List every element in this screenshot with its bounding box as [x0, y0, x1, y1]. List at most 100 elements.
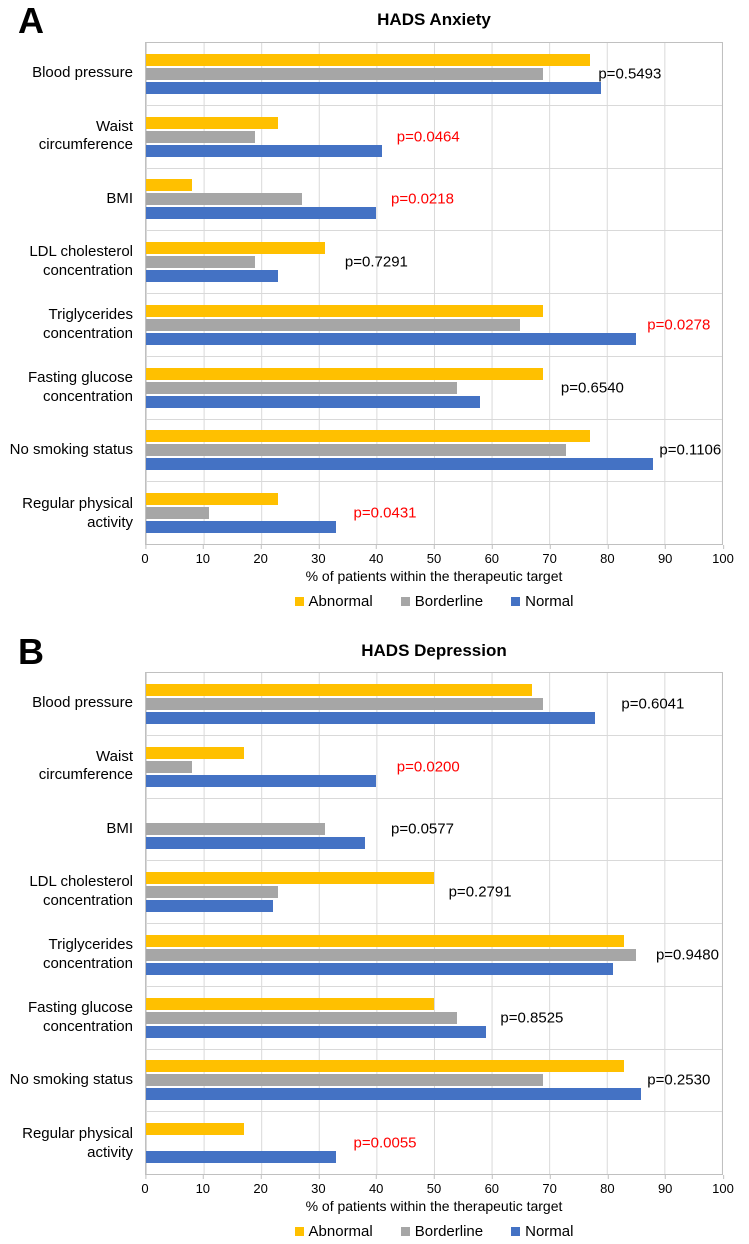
- chart-row-band: p=0.6041: [146, 673, 722, 736]
- x-axis-tick: 10: [195, 545, 211, 566]
- x-axis-tick: 90: [657, 1175, 673, 1196]
- x-axis-tick: 50: [426, 1175, 442, 1196]
- bar-group: [146, 1112, 722, 1174]
- category-label-text: Waist circumference: [38, 117, 133, 154]
- category-label-text: BMI: [106, 189, 133, 207]
- bar-abnormal: [146, 1123, 244, 1136]
- panel-b-category-labels: Blood pressure Waist circumference BMI LDL …: [0, 672, 145, 1175]
- category-label-text: LDL cholesterol concentration: [29, 243, 133, 280]
- chart-row-band: p=0.0577: [146, 799, 722, 862]
- category-label: Fasting glucose concentration: [0, 986, 145, 1049]
- p-value-label: p=0.5493: [598, 65, 662, 83]
- panel-a-x-axis-title: % of patients within the therapeutic tar…: [305, 568, 563, 584]
- bar-group: [146, 924, 722, 986]
- bar-group: [146, 987, 722, 1049]
- x-axis-tick: 30: [311, 545, 326, 566]
- panel-a-letter: A: [18, 0, 44, 41]
- bar-normal: [146, 1151, 337, 1164]
- bar-group: [146, 106, 722, 168]
- bar-borderline: [146, 760, 193, 773]
- bar-abnormal: [146, 872, 434, 885]
- legend-item-abnormal: Abnormal: [294, 593, 373, 610]
- legend-label: Normal: [525, 1222, 574, 1240]
- bar-group: [146, 673, 722, 735]
- chart-row-band: p=0.0218: [146, 169, 722, 232]
- panel-b-chart-area: Blood pressure Waist circumference BMI LDL …: [0, 672, 749, 1175]
- chart-row-band: p=0.2791: [146, 861, 722, 924]
- category-label-text: Fasting glucose concentration: [27, 369, 133, 405]
- category-label-text: No smoking status: [9, 441, 133, 459]
- x-axis-tick: 80: [600, 1175, 615, 1196]
- bar-group: [146, 169, 722, 231]
- panel-b-letter: B: [18, 631, 44, 672]
- bar-group: [146, 861, 722, 923]
- category-label: Blood pressure: [0, 672, 145, 735]
- p-value-label: p=0.0200: [396, 758, 460, 776]
- x-axis-tick: 100: [712, 1175, 734, 1196]
- bar-group: [146, 420, 722, 482]
- chart-row-band: p=0.9480: [146, 924, 722, 987]
- bar-borderline: [146, 130, 256, 143]
- panel-b-x-axis-title: % of patients within the therapeutic tar…: [305, 1198, 563, 1214]
- chart-row-band: p=0.1106: [146, 420, 722, 483]
- x-axis-tick: 50: [426, 545, 442, 566]
- p-value-label: p=0.0577: [390, 820, 454, 838]
- x-axis-tick: 60: [484, 1175, 500, 1196]
- category-label: Regular physical activity: [0, 1112, 145, 1175]
- p-value-label: p=0.0431: [353, 504, 417, 522]
- bar-borderline: [146, 1074, 544, 1087]
- panel-a-legend: Abnormal Borderline Normal: [145, 588, 723, 614]
- legend-swatch: [400, 1226, 410, 1236]
- p-value-label: p=0.0278: [647, 316, 711, 334]
- p-value-label: p=0.9480: [655, 946, 719, 964]
- panel-a-header: A HADS Anxiety: [0, 0, 749, 42]
- category-label-text: Regular physical activity: [22, 494, 133, 531]
- legend-item-abnormal: Abnormal: [294, 1223, 373, 1240]
- category-label-text: Blood pressure: [32, 64, 133, 82]
- panel-a-x-axis: 0 10 20 30 40 50 60 70 80 90 100: [141, 545, 734, 568]
- bar-abnormal: [146, 179, 193, 192]
- bar-borderline: [146, 444, 567, 457]
- p-value-label: p=0.2791: [448, 883, 512, 901]
- bar-group: [146, 231, 722, 293]
- bar-normal: [146, 270, 279, 283]
- x-axis-tick: 100: [712, 545, 734, 566]
- category-label: LDL cholesterol concentration: [0, 861, 145, 924]
- legend-label: Borderline: [414, 592, 484, 610]
- p-value-label: p=0.0218: [390, 190, 454, 208]
- p-value-label: p=0.8525: [500, 1009, 564, 1027]
- panel-b-legend: Abnormal Borderline Normal: [145, 1218, 723, 1244]
- bar-borderline: [146, 697, 544, 710]
- category-label: No smoking status: [0, 419, 145, 482]
- legend-item-normal: Normal: [511, 593, 573, 610]
- legend-swatch: [511, 596, 521, 606]
- panel-a-category-labels: Blood pressure Waist circumference BMI LDL …: [0, 42, 145, 545]
- bar-borderline: [146, 507, 210, 520]
- x-axis-tick: 0: [141, 545, 149, 566]
- category-label: Triglycerides concentration: [0, 924, 145, 987]
- legend-swatch: [511, 1226, 521, 1236]
- legend-swatch: [400, 596, 410, 606]
- x-axis-tick: 70: [542, 1175, 557, 1196]
- bar-abnormal: [146, 242, 325, 255]
- category-label: Waist circumference: [0, 735, 145, 798]
- x-axis-tick: 20: [253, 545, 268, 566]
- bar-borderline: [146, 1011, 458, 1024]
- panel-b-x-axis: 0 10 20 30 40 50 60 70 80 90 100: [141, 1175, 734, 1198]
- legend-swatch: [294, 596, 304, 606]
- bar-borderline: [146, 823, 325, 836]
- bar-normal: [146, 774, 377, 787]
- p-value-label: p=0.6540: [560, 379, 624, 397]
- panel-b-plot: p=0.6041 p=0.0200 p=0.0577 p=0.2791 p=0.9480…: [145, 672, 723, 1175]
- bar-borderline: [146, 193, 302, 206]
- x-axis-tick: 40: [368, 1175, 384, 1196]
- chart-row-band: p=0.0055: [146, 1112, 722, 1174]
- category-label: Waist circumference: [0, 105, 145, 168]
- bar-abnormal: [146, 683, 532, 696]
- category-label: Blood pressure: [0, 42, 145, 105]
- category-label-text: BMI: [106, 819, 133, 837]
- legend-label: Normal: [525, 592, 574, 610]
- bar-abnormal: [146, 746, 244, 759]
- bar-borderline: [146, 318, 521, 331]
- bar-group: [146, 799, 722, 861]
